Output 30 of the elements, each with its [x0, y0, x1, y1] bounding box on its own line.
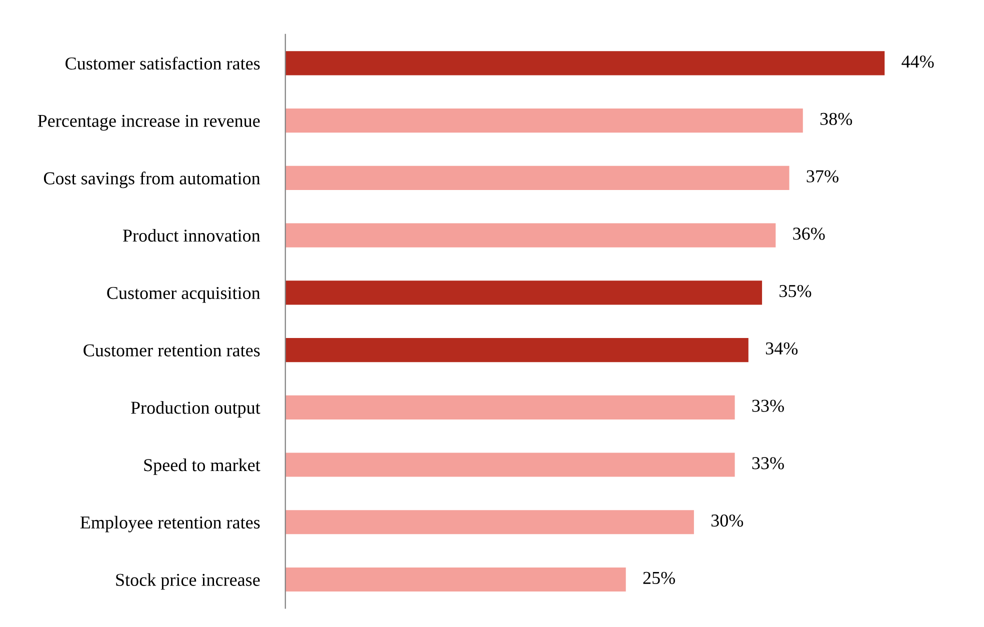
bar	[285, 567, 626, 592]
y-tick-label: Percentage increase in revenue	[38, 114, 260, 131]
y-tick-label: Customer satisfaction rates	[66, 56, 260, 70]
bar	[285, 166, 790, 190]
data-label: 35%	[780, 284, 812, 298]
data-label: 37%	[806, 170, 838, 182]
y-tick-label: Customer acquisition	[107, 286, 260, 303]
bar	[285, 280, 762, 305]
bar	[285, 223, 776, 248]
y-tick-label: Product innovation	[122, 229, 260, 242]
bar	[285, 510, 694, 534]
data-label: 38%	[820, 112, 852, 126]
y-tick-label: Employee retention rates	[80, 516, 260, 532]
data-label: 25%	[643, 572, 675, 584]
y-tick-label: Speed to market	[144, 458, 260, 475]
bar	[285, 338, 748, 362]
y-tick-label: Cost savings from automation	[44, 172, 260, 188]
data-label: 44%	[902, 56, 934, 68]
data-label: 36%	[793, 228, 825, 240]
bar	[285, 395, 735, 420]
data-label: 34%	[766, 342, 798, 355]
y-tick-label: Production output	[130, 401, 260, 418]
y-tick-label: Customer retention rates	[84, 344, 260, 356]
bar	[285, 452, 735, 477]
y-tick-label: Stock price increase	[116, 573, 260, 590]
bar	[285, 51, 885, 76]
data-label: 33%	[752, 400, 784, 412]
bar	[285, 108, 803, 133]
data-label: 30%	[711, 514, 744, 527]
data-label: 33%	[752, 457, 784, 470]
